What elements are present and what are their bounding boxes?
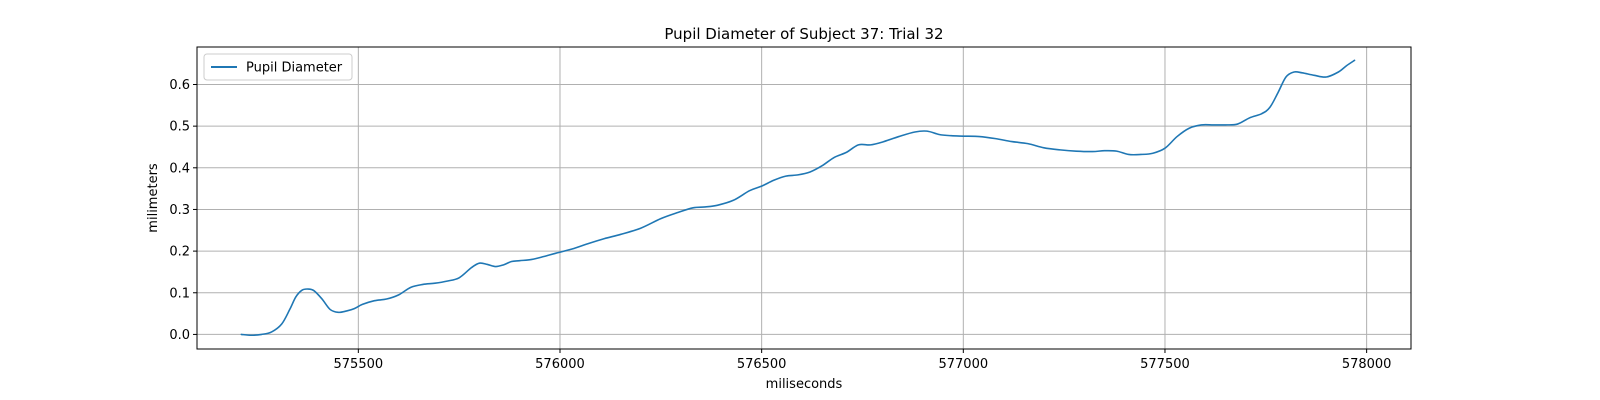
x-tick-label: 575500 bbox=[334, 357, 384, 372]
y-tick-label: 0.1 bbox=[169, 286, 190, 301]
y-tick-label: 0.0 bbox=[169, 328, 190, 343]
legend: Pupil Diameter bbox=[203, 53, 353, 81]
x-tick-label: 576500 bbox=[737, 357, 787, 372]
plot-frame bbox=[196, 46, 1412, 350]
y-tick-label: 0.2 bbox=[169, 245, 190, 260]
legend-label: Pupil Diameter bbox=[246, 61, 343, 76]
series-layer bbox=[240, 59, 1356, 337]
legend-box bbox=[203, 53, 353, 81]
chart-title: Pupil Diameter of Subject 37: Trial 32 bbox=[664, 25, 943, 43]
axis-ticks: 575500 576000 576500 577000 577500 578000 0.0 0… bbox=[169, 78, 1391, 372]
x-tick-label: 578000 bbox=[1342, 357, 1392, 372]
y-tick-label: 0.4 bbox=[169, 161, 190, 176]
x-tick-label: 576000 bbox=[535, 357, 585, 372]
x-tick-label: 577500 bbox=[1140, 357, 1190, 372]
x-tick-label: 577000 bbox=[938, 357, 988, 372]
y-tick-label: 0.5 bbox=[169, 120, 190, 135]
x-axis-title: miliseconds bbox=[766, 377, 843, 392]
y-axis-title: milimeters bbox=[146, 163, 161, 233]
y-tick-label: 0.6 bbox=[169, 78, 190, 93]
gridlines bbox=[197, 47, 1411, 349]
y-tick-label: 0.3 bbox=[169, 203, 190, 218]
series-line-pupil-diameter bbox=[240, 59, 1356, 337]
